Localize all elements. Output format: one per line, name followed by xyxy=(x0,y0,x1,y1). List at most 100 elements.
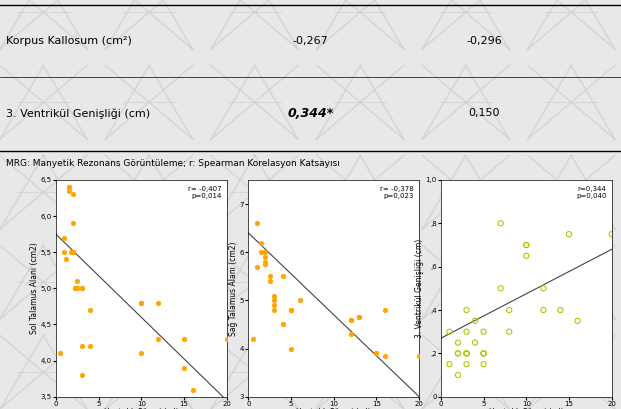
Point xyxy=(269,292,279,299)
Point xyxy=(355,314,365,321)
Point xyxy=(380,353,390,359)
Point xyxy=(371,350,381,357)
Point xyxy=(555,307,565,313)
Point xyxy=(72,285,82,292)
Text: Korpus Kallosum (cm²): Korpus Kallosum (cm²) xyxy=(6,36,132,46)
Point xyxy=(261,254,271,260)
Point xyxy=(76,343,86,349)
Point xyxy=(261,258,271,265)
Point xyxy=(72,285,82,292)
Point xyxy=(76,285,86,292)
Point xyxy=(461,328,471,335)
Point xyxy=(278,273,288,280)
Point xyxy=(286,345,296,352)
Point xyxy=(68,249,78,256)
Point xyxy=(248,336,258,342)
Point xyxy=(607,231,617,237)
Point xyxy=(76,372,86,378)
Point xyxy=(479,350,489,357)
Point xyxy=(136,299,146,306)
Point xyxy=(85,307,95,313)
Point xyxy=(479,350,489,357)
Text: -0,296: -0,296 xyxy=(466,36,502,46)
Point xyxy=(265,273,274,280)
Text: 0,344*: 0,344* xyxy=(288,107,333,120)
Point xyxy=(461,350,471,357)
Point xyxy=(461,361,471,367)
Point xyxy=(573,317,582,324)
Point xyxy=(286,307,296,313)
Point xyxy=(479,328,489,335)
Point xyxy=(286,307,296,313)
Point xyxy=(136,299,146,306)
Point xyxy=(346,331,356,337)
Point xyxy=(538,307,548,313)
Point xyxy=(66,249,76,256)
Point xyxy=(222,336,232,342)
Point xyxy=(504,328,514,335)
Y-axis label: 3. Ventrikül Genişliği (cm): 3. Ventrikül Genişliği (cm) xyxy=(415,239,424,338)
Text: r=0,344
p=0,040: r=0,344 p=0,040 xyxy=(576,187,607,200)
Point xyxy=(60,234,70,241)
Point xyxy=(453,350,463,357)
Point xyxy=(470,317,480,324)
Text: 0,150: 0,150 xyxy=(469,108,500,118)
Point xyxy=(179,336,189,342)
Point xyxy=(470,339,480,346)
Point xyxy=(68,191,78,198)
Y-axis label: Sol Talamus Alanı (cm2): Sol Talamus Alanı (cm2) xyxy=(30,243,39,334)
Point xyxy=(252,263,262,270)
Point xyxy=(252,220,262,227)
Point xyxy=(261,249,271,256)
Point xyxy=(564,231,574,237)
Text: MRG: Manyetik Rezonans Görüntüleme; r: Spearman Korelasyon Katsayısı: MRG: Manyetik Rezonans Görüntüleme; r: S… xyxy=(6,159,340,168)
Point xyxy=(61,256,71,263)
Text: -0,267: -0,267 xyxy=(292,36,329,46)
Point xyxy=(64,187,74,194)
Point xyxy=(479,350,489,357)
Point xyxy=(278,321,288,328)
Point xyxy=(265,278,274,284)
Text: 3. Ventrikül Genişliği (cm): 3. Ventrikül Genişliği (cm) xyxy=(6,108,150,119)
Point xyxy=(256,249,266,256)
Point xyxy=(496,285,505,292)
Point xyxy=(445,328,455,335)
Point xyxy=(355,314,365,321)
Point xyxy=(538,285,548,292)
Point xyxy=(461,307,471,313)
Point xyxy=(85,343,95,349)
X-axis label: Hastalık Süresi (yıl): Hastalık Süresi (yıl) xyxy=(296,408,371,409)
Point xyxy=(70,285,79,292)
Point xyxy=(188,386,197,393)
Point xyxy=(461,350,471,357)
Point xyxy=(269,297,279,303)
Point xyxy=(68,249,78,256)
Point xyxy=(453,350,463,357)
Point xyxy=(496,220,505,227)
Point xyxy=(70,285,79,292)
Point xyxy=(269,307,279,313)
Text: r= -0,378
p=0,023: r= -0,378 p=0,023 xyxy=(380,187,414,200)
Point xyxy=(414,353,424,359)
Point xyxy=(68,220,78,227)
Point xyxy=(521,252,531,259)
Point xyxy=(64,184,74,191)
Point xyxy=(453,339,463,346)
Point xyxy=(153,336,163,342)
Y-axis label: Sağ Talamus Alanı (cm2): Sağ Talamus Alanı (cm2) xyxy=(229,241,238,336)
Point xyxy=(136,350,146,357)
Point xyxy=(72,278,82,284)
X-axis label: Hastalık Süresi (yıl): Hastalık Süresi (yıl) xyxy=(489,408,564,409)
Point xyxy=(521,242,531,248)
Point xyxy=(461,350,471,357)
Point xyxy=(380,307,390,313)
Point xyxy=(76,285,86,292)
Point xyxy=(504,307,514,313)
Point xyxy=(453,372,463,378)
Point xyxy=(371,350,381,357)
Point xyxy=(521,242,531,248)
Text: r= -0,407
p=0,014: r= -0,407 p=0,014 xyxy=(188,187,222,200)
X-axis label: Hastalık Süresi (yıl): Hastalık Süresi (yıl) xyxy=(104,408,179,409)
Point xyxy=(55,350,65,357)
Point xyxy=(261,261,271,267)
